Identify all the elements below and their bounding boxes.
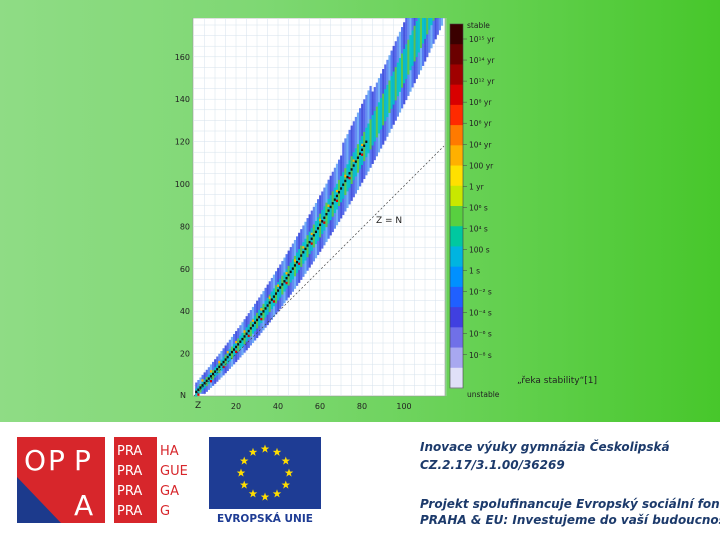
oppa-letter: P — [48, 444, 65, 477]
colorbar-entry: 100 s — [469, 246, 490, 255]
colorbar-swatch — [450, 165, 463, 187]
y-tick-label: 160 — [175, 53, 190, 62]
project-code: CZ.2.17/3.1.00/36269 — [420, 458, 565, 472]
eu-star — [236, 468, 246, 477]
colorbar-swatch — [450, 206, 463, 227]
grid — [193, 18, 447, 396]
y-tick-label: 120 — [175, 138, 190, 147]
praha-right: G — [160, 504, 170, 519]
colorbar-swatch — [450, 286, 463, 308]
colorbar-swatch — [450, 24, 463, 45]
y-tick-label: 20 — [180, 350, 190, 359]
praha-left: PRA — [117, 484, 142, 499]
colorbar-swatch — [450, 246, 463, 268]
x-axis: 20 40 60 80 100 — [231, 402, 412, 411]
colorbar-entry: 10⁸ yr — [469, 98, 492, 107]
x-tick-label: 60 — [315, 402, 325, 411]
colorbar-swatch — [450, 185, 463, 207]
colorbar-entry: 1 yr — [469, 182, 485, 191]
eu-star — [260, 492, 270, 501]
diagonal-label: Z = N — [376, 216, 402, 226]
eu-star — [239, 480, 249, 489]
y-axis: 20 40 60 80 100 120 140 160 — [175, 53, 190, 359]
x-tick-label: 100 — [396, 402, 411, 411]
colorbar-swatch — [450, 44, 463, 65]
colorbar-entry: 10⁻⁸ s — [469, 351, 492, 360]
colorbar-swatch — [450, 307, 463, 328]
colorbar-entry: 10⁻² s — [469, 288, 492, 297]
eu-star — [248, 447, 258, 456]
colorbar-swatch — [450, 84, 463, 106]
funding-note: Projekt spolufinancuje Evropský sociální… — [420, 497, 720, 511]
oppa-letter: P — [74, 444, 91, 477]
colorbar-swatch — [450, 145, 463, 167]
y-tick-label: 60 — [180, 265, 190, 274]
eu-star — [260, 444, 270, 453]
colorbar-swatch — [450, 327, 463, 349]
oppa-logo: O P P A — [17, 437, 105, 523]
praha-left: PRA — [117, 504, 142, 519]
praha-right: GA — [160, 484, 179, 499]
colorbar-entry: 10¹² yr — [469, 77, 495, 86]
y-axis-label: N — [180, 391, 186, 400]
eu-logo: EVROPSKÁ UNIE — [209, 437, 321, 525]
colorbar-entry: 10⁴ yr — [469, 140, 492, 149]
funding-slogan: PRAHA & EU: Investujeme do vaší budoucno… — [420, 513, 720, 527]
eu-star — [272, 447, 282, 456]
eu-star — [281, 480, 291, 489]
colorbar-swatch — [450, 125, 463, 146]
eu-star — [239, 456, 249, 465]
colorbar-swatch — [450, 347, 463, 369]
z-equals-n-line — [193, 145, 445, 397]
y-tick-label: 80 — [180, 222, 190, 231]
colorbar-swatch — [450, 226, 463, 247]
praha-left: PRA — [117, 464, 142, 479]
colorbar-entry: 10¹⁴ yr — [469, 56, 495, 65]
colorbar-swatch — [450, 104, 463, 126]
eu-star — [272, 489, 282, 498]
y-tick-label: 40 — [180, 307, 190, 316]
colorbar-swatch — [450, 367, 463, 389]
praha-logo: PRA HA PRA GUE PRA GA PRA G — [114, 437, 200, 523]
eu-caption: EVROPSKÁ UNIE — [217, 512, 313, 524]
stability-river-annotation: „řeka stability“[1] — [517, 376, 597, 386]
plot-area: Z = N — [192, 18, 447, 397]
colorbar-entry: 100 yr — [469, 161, 494, 170]
colorbar: stable unstable 10¹⁵ yr 10¹⁴ yr 10¹² yr 10⁸… — [449, 21, 500, 399]
colorbar-top-label: stable — [467, 21, 490, 30]
colorbar-entry: 10⁶ yr — [469, 119, 492, 128]
eu-star — [248, 489, 258, 498]
eu-star — [281, 456, 291, 465]
eu-star — [284, 468, 294, 477]
colorbar-entry: 1 s — [469, 267, 480, 276]
colorbar-bottom-label: unstable — [467, 390, 500, 399]
colorbar-entry: 10⁻⁴ s — [469, 309, 492, 318]
colorbar-swatch — [450, 64, 463, 86]
project-title: Inovace výuky gymnázia Českolipská — [420, 440, 670, 454]
x-tick-label: 20 — [231, 402, 241, 411]
praha-left: PRA — [117, 444, 142, 459]
oppa-letter: A — [74, 489, 93, 522]
praha-right: GUE — [160, 464, 188, 479]
oppa-letter: O — [24, 444, 46, 477]
y-tick-label: 140 — [175, 95, 190, 104]
colorbar-entry: 10⁴ s — [469, 224, 488, 233]
colorbar-entry: 10¹⁵ yr — [469, 35, 495, 44]
y-tick-label: 100 — [175, 180, 190, 189]
nuclide-chart: Z = N 20 40 60 80 100 20 40 60 80 100 120 140 160 N… — [175, 18, 597, 411]
eu-stars — [236, 444, 294, 501]
praha-right: HA — [160, 444, 179, 459]
colorbar-swatch — [450, 266, 463, 288]
colorbar-entry: 10⁻⁶ s — [469, 330, 492, 339]
x-tick-label: 80 — [357, 402, 367, 411]
colorbar-entry: 10⁶ s — [469, 203, 488, 212]
x-axis-label: Z — [195, 401, 201, 411]
nuclide-band — [195, 18, 444, 397]
x-tick-label: 40 — [273, 402, 283, 411]
